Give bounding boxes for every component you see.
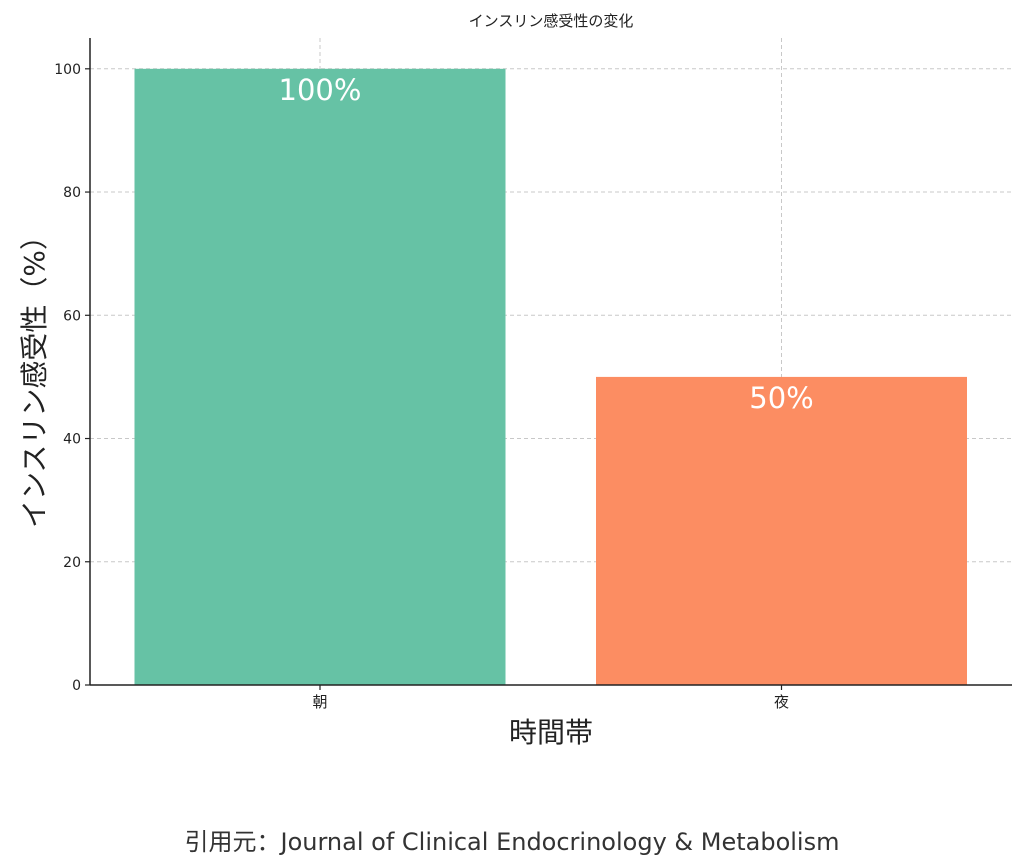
y-tick-label: 0 — [72, 678, 81, 694]
data-labels: 100% 50% — [279, 73, 814, 415]
x-tick-label: 朝 — [312, 693, 327, 711]
x-tick-label: 夜 — [774, 693, 789, 711]
x-ticks: 朝夜 — [312, 685, 789, 711]
x-axis-label: 時間帯 — [509, 716, 593, 749]
y-tick-label: 100 — [54, 62, 81, 78]
bars — [134, 68, 967, 686]
bar-2 — [596, 376, 967, 685]
source-caption: 引用元：Journal of Clinical Endocrinology & … — [184, 828, 840, 856]
data-label: 50% — [749, 381, 813, 415]
chart-title: インスリン感受性の変化 — [469, 12, 634, 30]
y-axis-label: インスリン感受性（%） — [18, 222, 51, 528]
y-tick-label: 20 — [63, 555, 81, 571]
y-tick-label: 80 — [63, 185, 81, 201]
axes — [89, 38, 1012, 686]
y-tick-label: 40 — [63, 432, 81, 448]
y-tick-label: 60 — [63, 308, 81, 324]
y-ticks: 0 20 40 60 80 100 — [54, 62, 90, 694]
bar-1 — [134, 68, 506, 686]
data-label: 100% — [279, 73, 362, 107]
